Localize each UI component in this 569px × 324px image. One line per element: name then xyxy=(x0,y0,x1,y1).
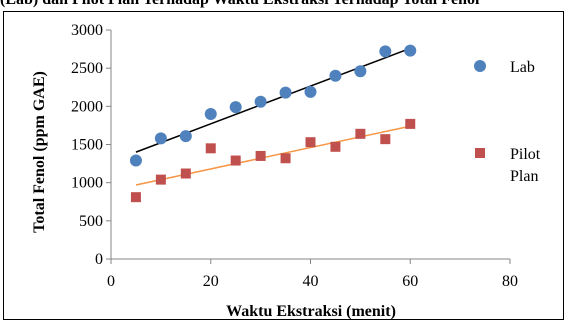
x-tick-label: 20 xyxy=(203,273,219,290)
data-point-pilot-plan xyxy=(256,151,266,161)
data-point-pilot-plan xyxy=(181,169,191,179)
y-tick-label: 0 xyxy=(95,251,103,268)
data-point-lab xyxy=(230,101,242,113)
legend-label-pilot-plan: Pilot xyxy=(510,146,541,163)
data-point-lab xyxy=(155,132,167,144)
legend: Lab Pilot Plan xyxy=(474,59,541,185)
legend-marker-lab xyxy=(474,60,486,72)
x-tick-label: 40 xyxy=(303,273,319,290)
data-point-pilot-plan xyxy=(131,192,141,202)
data-point-pilot-plan xyxy=(306,137,316,147)
y-axis-title: Total Fenol (ppm GAE) xyxy=(31,71,48,233)
trendlines xyxy=(136,48,410,185)
data-point-lab xyxy=(305,86,317,98)
legend-label-lab: Lab xyxy=(510,59,535,76)
data-point-pilot-plan xyxy=(405,119,415,129)
y-tick-label: 500 xyxy=(79,213,103,230)
data-point-lab xyxy=(379,45,391,57)
data-point-lab xyxy=(329,70,341,82)
trendline-lab xyxy=(136,48,410,152)
x-tick-label: 80 xyxy=(502,273,518,290)
data-point-pilot-plan xyxy=(281,153,291,163)
data-point-pilot-plan xyxy=(156,175,166,185)
data-point-pilot-plan xyxy=(380,134,390,144)
legend-label-pilot-plan: Plan xyxy=(510,168,538,185)
trendline-pilot-plan xyxy=(136,126,410,185)
data-point-pilot-plan xyxy=(231,156,241,166)
data-point-lab xyxy=(255,96,267,108)
data-point-pilot-plan xyxy=(355,129,365,139)
x-tick-label: 0 xyxy=(107,273,115,290)
data-point-lab xyxy=(354,65,366,77)
legend-marker-pilot-plan xyxy=(475,148,485,158)
y-tick-label: 2000 xyxy=(71,98,103,115)
y-tick-label: 1500 xyxy=(71,137,103,154)
data-point-lab xyxy=(180,130,192,142)
data-point-lab xyxy=(130,155,142,167)
data-point-pilot-plan xyxy=(206,143,216,153)
data-point-lab xyxy=(404,45,416,57)
x-tick-label: 60 xyxy=(402,273,418,290)
x-axis-title: Waktu Ekstraksi (menit) xyxy=(226,303,396,320)
data-point-lab xyxy=(280,87,292,99)
y-tick-label: 1000 xyxy=(71,175,103,192)
data-point-lab xyxy=(205,108,217,120)
data-point-pilot-plan xyxy=(330,142,340,152)
y-tick-label: 3000 xyxy=(71,22,103,39)
y-tick-label: 2500 xyxy=(71,60,103,77)
data-points xyxy=(130,45,416,203)
